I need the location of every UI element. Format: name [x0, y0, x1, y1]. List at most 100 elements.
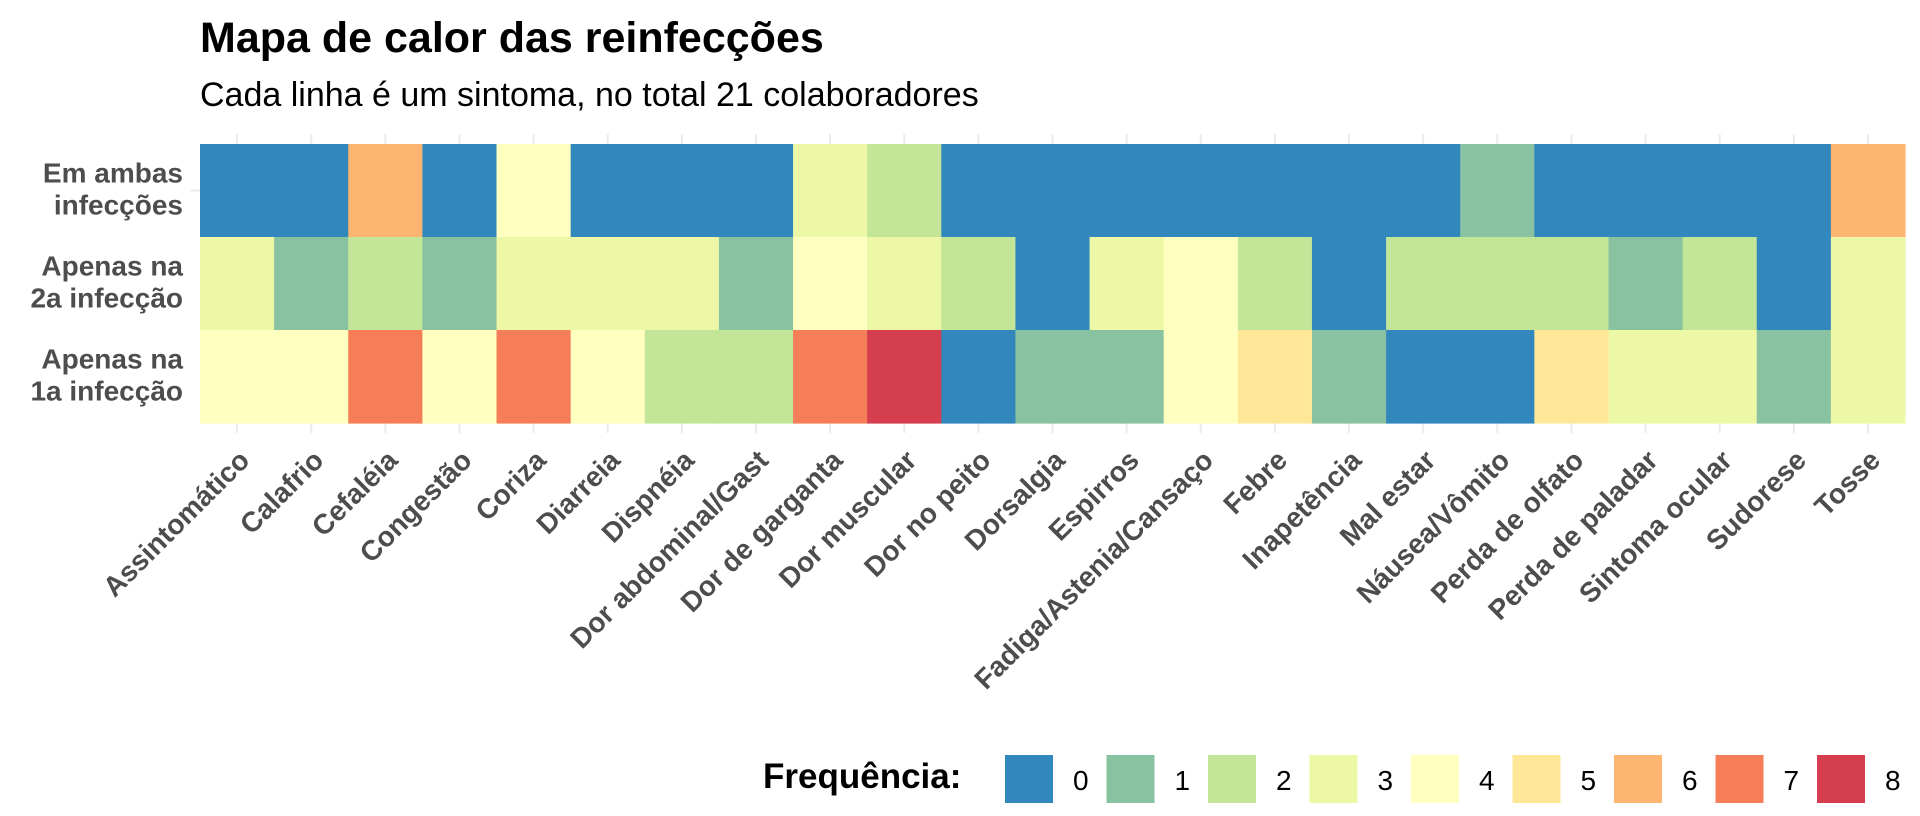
heatmap-cell	[422, 330, 498, 424]
heatmap-cell	[1237, 144, 1313, 238]
heatmap-cell	[1830, 237, 1906, 331]
heatmap-cell	[867, 330, 942, 424]
chart-subtitle: Cada linha é um sintoma, no total 21 col…	[200, 76, 979, 114]
x-axis-label: Tosse	[1808, 444, 1886, 522]
heatmap-cell	[1163, 330, 1239, 424]
heatmap-cell	[1015, 237, 1091, 331]
heatmap-cell	[1089, 330, 1165, 424]
legend-label: 8	[1885, 765, 1901, 796]
heatmap-cell	[1237, 330, 1313, 424]
legend-key	[1208, 755, 1256, 803]
heatmap-cell	[570, 237, 646, 331]
heatmap-cell	[1237, 237, 1313, 331]
chart-title: Mapa de calor das reinfecções	[200, 14, 824, 62]
legend-key	[1309, 755, 1358, 803]
heatmap-cell	[941, 144, 1017, 238]
heatmap-cell	[422, 237, 498, 331]
y-axis-labels: Em ambas infecções Apenas na 2a infecção Ape…	[30, 158, 183, 407]
legend-key	[1512, 755, 1561, 803]
heatmap-cell	[422, 144, 498, 238]
heatmap-cell	[1534, 144, 1610, 238]
legend-label: 5	[1581, 765, 1597, 796]
heatmap-cell	[348, 237, 423, 331]
heatmap-cell	[1682, 237, 1758, 331]
heatmap-cell	[718, 237, 794, 331]
heatmap-cell	[1163, 144, 1239, 238]
heatmap-cell	[718, 144, 794, 238]
heatmap-cell	[1089, 144, 1165, 238]
heatmap-cell	[867, 144, 942, 238]
legend-title: Frequência:	[763, 757, 961, 796]
heatmap-cell	[793, 237, 868, 331]
legend-key	[1715, 755, 1764, 803]
heatmap-cell	[644, 144, 720, 238]
heatmap-cell	[1682, 144, 1758, 238]
heatmap-cell	[1089, 237, 1165, 331]
y-axis-label: Apenas na 1a infecção	[30, 344, 183, 407]
grid-lines	[190, 134, 1869, 433]
heatmap-cell	[1311, 144, 1387, 238]
heatmap-cell	[1163, 237, 1239, 331]
heatmap-cell	[941, 330, 1017, 424]
heatmap-cell	[274, 144, 349, 238]
heatmap-cell	[1460, 237, 1535, 331]
heatmap-cell	[941, 237, 1017, 331]
heatmap-cell	[570, 330, 646, 424]
heatmap-cell	[496, 330, 572, 424]
heatmap-cell	[1756, 144, 1832, 238]
legend-label: 7	[1784, 765, 1800, 796]
heatmap-cell	[496, 144, 572, 238]
heatmap-cell	[1608, 237, 1684, 331]
heatmap-cell	[1460, 330, 1535, 424]
legend: Frequência: 0 1 2 3 4 5 6 7 8	[763, 755, 1901, 803]
y-axis-label: Em ambas infecções	[43, 158, 183, 221]
heatmap-cell	[1386, 330, 1461, 424]
legend-key	[1614, 755, 1662, 803]
heatmap-cell	[718, 330, 794, 424]
legend-key	[1817, 755, 1865, 803]
legend-key	[1411, 755, 1459, 803]
heatmap-cells	[200, 144, 1906, 424]
legend-label: 6	[1682, 765, 1698, 796]
heatmap-cell	[644, 330, 720, 424]
legend-label: 1	[1175, 765, 1191, 796]
heatmap-cell	[1756, 330, 1832, 424]
heatmap-cell	[793, 144, 868, 238]
heatmap-cell	[1830, 330, 1906, 424]
heatmap-cell	[1682, 330, 1758, 424]
legend-label: 3	[1378, 765, 1394, 796]
heatmap-cell	[348, 330, 423, 424]
heatmap-cell	[200, 330, 275, 424]
y-axis-label: Apenas na 2a infecção	[30, 251, 183, 314]
heatmap-cell	[867, 237, 942, 331]
heatmap-cell	[570, 144, 646, 238]
heatmap-cell	[200, 144, 275, 238]
heatmap-cell	[348, 144, 423, 238]
heatmap-cell	[1830, 144, 1906, 238]
heatmap-cell	[1608, 144, 1684, 238]
legend-key	[1005, 755, 1053, 803]
heatmap-cell	[200, 237, 275, 331]
heatmap-cell	[274, 330, 349, 424]
heatmap-cell	[1460, 144, 1535, 238]
heatmap-cell	[1386, 144, 1461, 238]
heatmap-cell	[1608, 330, 1684, 424]
x-axis-labels: AssintomáticoCalafrioCefaléiaCongestãoCo…	[97, 444, 1886, 695]
legend-label: 2	[1276, 765, 1292, 796]
legend-key	[1106, 755, 1155, 803]
heatmap-cell	[1534, 237, 1610, 331]
heatmap-cell	[1311, 237, 1387, 331]
heatmap-cell	[496, 237, 572, 331]
heatmap-cell	[274, 237, 349, 331]
x-axis-label: Assintomático	[97, 444, 255, 602]
heatmap-cell	[644, 237, 720, 331]
heatmap-cell	[1015, 144, 1091, 238]
heatmap-cell	[1386, 237, 1461, 331]
heatmap-cell	[1015, 330, 1091, 424]
heatmap-cell	[1756, 237, 1832, 331]
legend-label: 0	[1073, 765, 1089, 796]
heatmap-cell	[793, 330, 868, 424]
heatmap-cell	[1534, 330, 1610, 424]
legend-label: 4	[1479, 765, 1495, 796]
